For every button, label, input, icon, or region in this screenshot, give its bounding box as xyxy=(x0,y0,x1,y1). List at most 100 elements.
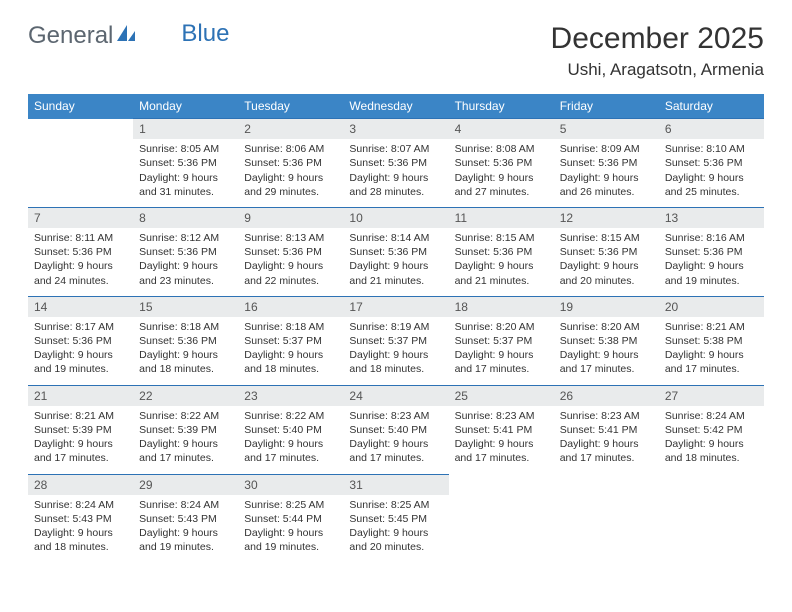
calendar-cell: 30Sunrise: 8:25 AMSunset: 5:44 PMDayligh… xyxy=(238,474,343,562)
daylight-line: Daylight: 9 hours and 19 minutes. xyxy=(244,526,337,554)
sunrise-line: Sunrise: 8:20 AM xyxy=(455,320,548,334)
calendar-cell: 16Sunrise: 8:18 AMSunset: 5:37 PMDayligh… xyxy=(238,296,343,385)
calendar-cell: 18Sunrise: 8:20 AMSunset: 5:37 PMDayligh… xyxy=(449,296,554,385)
sunset-line: Sunset: 5:36 PM xyxy=(244,156,337,170)
day-data: Sunrise: 8:23 AMSunset: 5:41 PMDaylight:… xyxy=(554,406,659,474)
day-data: Sunrise: 8:24 AMSunset: 5:43 PMDaylight:… xyxy=(133,495,238,563)
day-data: Sunrise: 8:23 AMSunset: 5:41 PMDaylight:… xyxy=(449,406,554,474)
daylight-line: Daylight: 9 hours and 29 minutes. xyxy=(244,171,337,199)
day-number: 21 xyxy=(28,386,133,406)
sunrise-line: Sunrise: 8:12 AM xyxy=(139,231,232,245)
day-number: 31 xyxy=(343,475,448,495)
calendar-cell: 25Sunrise: 8:23 AMSunset: 5:41 PMDayligh… xyxy=(449,385,554,474)
calendar-cell: 2Sunrise: 8:06 AMSunset: 5:36 PMDaylight… xyxy=(238,119,343,208)
calendar-cell xyxy=(659,474,764,562)
day-number: 1 xyxy=(133,119,238,139)
day-data: Sunrise: 8:09 AMSunset: 5:36 PMDaylight:… xyxy=(554,139,659,207)
day-data: Sunrise: 8:14 AMSunset: 5:36 PMDaylight:… xyxy=(343,228,448,296)
sunset-line: Sunset: 5:44 PM xyxy=(244,512,337,526)
calendar-cell: 27 Sunrise: 8:24 AMSunset: 5:42 PMDayligh… xyxy=(659,385,764,474)
sunset-line: Sunset: 5:36 PM xyxy=(349,245,442,259)
daylight-line: Daylight: 9 hours and 18 minutes. xyxy=(349,348,442,376)
sunrise-line: Sunrise: 8:05 AM xyxy=(139,142,232,156)
sunset-line: Sunset: 5:43 PM xyxy=(139,512,232,526)
sunset-line: Sunset: 5:37 PM xyxy=(455,334,548,348)
day-number: 7 xyxy=(28,208,133,228)
calendar-cell: 1Sunrise: 8:05 AMSunset: 5:36 PMDaylight… xyxy=(133,119,238,208)
sunset-line: Sunset: 5:36 PM xyxy=(455,245,548,259)
calendar-week-row: 14Sunrise: 8:17 AMSunset: 5:36 PMDayligh… xyxy=(28,296,764,385)
calendar-cell: 7Sunrise: 8:11 AMSunset: 5:36 PMDaylight… xyxy=(28,207,133,296)
calendar-cell: 31Sunrise: 8:25 AMSunset: 5:45 PMDayligh… xyxy=(343,474,448,562)
calendar-cell: 8Sunrise: 8:12 AMSunset: 5:36 PMDaylight… xyxy=(133,207,238,296)
calendar-cell: 6Sunrise: 8:10 AMSunset: 5:36 PMDaylight… xyxy=(659,119,764,208)
calendar-cell: 29Sunrise: 8:24 AMSunset: 5:43 PMDayligh… xyxy=(133,474,238,562)
daylight-line: Daylight: 9 hours and 22 minutes. xyxy=(244,259,337,287)
month-title: December 2025 xyxy=(551,22,764,56)
sunset-line: Sunset: 5:36 PM xyxy=(455,156,548,170)
sunrise-line: Sunrise: 8:23 AM xyxy=(560,409,653,423)
sunset-line: Sunset: 5:45 PM xyxy=(349,512,442,526)
weekday-header: Monday xyxy=(133,94,238,119)
daylight-line: Daylight: 9 hours and 17 minutes. xyxy=(244,437,337,465)
calendar-week-row: 7Sunrise: 8:11 AMSunset: 5:36 PMDaylight… xyxy=(28,207,764,296)
sunrise-line: Sunrise: 8:16 AM xyxy=(665,231,758,245)
sunset-line: Sunset: 5:36 PM xyxy=(34,245,127,259)
day-number: 11 xyxy=(449,208,554,228)
daylight-line: Daylight: 9 hours and 18 minutes. xyxy=(139,348,232,376)
sunset-line: Sunset: 5:36 PM xyxy=(139,334,232,348)
sunrise-line: Sunrise: 8:10 AM xyxy=(665,142,758,156)
day-number: 23 xyxy=(238,386,343,406)
calendar-cell xyxy=(449,474,554,562)
day-number: 2 xyxy=(238,119,343,139)
sunrise-line: Sunrise: 8:22 AM xyxy=(139,409,232,423)
day-number: 29 xyxy=(133,475,238,495)
sunset-line: Sunset: 5:36 PM xyxy=(139,245,232,259)
day-data: Sunrise: 8:15 AMSunset: 5:36 PMDaylight:… xyxy=(449,228,554,296)
sunset-line: Sunset: 5:43 PM xyxy=(34,512,127,526)
sunrise-line: Sunrise: 8:08 AM xyxy=(455,142,548,156)
day-data: Sunrise: 8:25 AMSunset: 5:44 PMDaylight:… xyxy=(238,495,343,563)
day-data: Sunrise: 8:06 AMSunset: 5:36 PMDaylight:… xyxy=(238,139,343,207)
sunrise-line: Sunrise: 8:18 AM xyxy=(139,320,232,334)
sunrise-line: Sunrise: 8:18 AM xyxy=(244,320,337,334)
sunrise-line: Sunrise: 8:11 AM xyxy=(34,231,127,245)
sunrise-line: Sunrise: 8:21 AM xyxy=(665,320,758,334)
sunset-line: Sunset: 5:42 PM xyxy=(665,423,758,437)
header: General Blue December 2025 Ushi, Aragats… xyxy=(28,22,764,80)
daylight-line: Daylight: 9 hours and 19 minutes. xyxy=(665,259,758,287)
calendar-cell: 12Sunrise: 8:15 AMSunset: 5:36 PMDayligh… xyxy=(554,207,659,296)
daylight-line: Daylight: 9 hours and 17 minutes. xyxy=(349,437,442,465)
sunset-line: Sunset: 5:39 PM xyxy=(139,423,232,437)
sunset-line: Sunset: 5:36 PM xyxy=(665,245,758,259)
day-data: Sunrise: 8:22 AMSunset: 5:39 PMDaylight:… xyxy=(133,406,238,474)
sunset-line: Sunset: 5:36 PM xyxy=(560,245,653,259)
day-data: Sunrise: 8:19 AMSunset: 5:37 PMDaylight:… xyxy=(343,317,448,385)
weekday-header-row: SundayMondayTuesdayWednesdayThursdayFrid… xyxy=(28,94,764,119)
brand-part1: General xyxy=(28,22,113,50)
sunset-line: Sunset: 5:38 PM xyxy=(560,334,653,348)
daylight-line: Daylight: 9 hours and 21 minutes. xyxy=(349,259,442,287)
sunrise-line: Sunrise: 8:24 AM xyxy=(665,409,758,423)
sunrise-line: Sunrise: 8:23 AM xyxy=(455,409,548,423)
sunrise-line: Sunrise: 8:07 AM xyxy=(349,142,442,156)
sunrise-line: Sunrise: 8:21 AM xyxy=(34,409,127,423)
calendar-cell: 4Sunrise: 8:08 AMSunset: 5:36 PMDaylight… xyxy=(449,119,554,208)
calendar-cell xyxy=(28,119,133,208)
daylight-line: Daylight: 9 hours and 18 minutes. xyxy=(665,437,758,465)
calendar-cell: 19Sunrise: 8:20 AMSunset: 5:38 PMDayligh… xyxy=(554,296,659,385)
brand-logo: General Blue xyxy=(28,22,229,50)
calendar-cell: 24Sunrise: 8:23 AMSunset: 5:40 PMDayligh… xyxy=(343,385,448,474)
weekday-header: Sunday xyxy=(28,94,133,119)
sunset-line: Sunset: 5:37 PM xyxy=(349,334,442,348)
day-data: Sunrise: 8:23 AMSunset: 5:40 PMDaylight:… xyxy=(343,406,448,474)
daylight-line: Daylight: 9 hours and 17 minutes. xyxy=(560,437,653,465)
day-data: Sunrise: 8:05 AMSunset: 5:36 PMDaylight:… xyxy=(133,139,238,207)
daylight-line: Daylight: 9 hours and 28 minutes. xyxy=(349,171,442,199)
day-number: 14 xyxy=(28,297,133,317)
day-number: 27 xyxy=(659,386,764,406)
day-number: 19 xyxy=(554,297,659,317)
day-number: 10 xyxy=(343,208,448,228)
day-number: 18 xyxy=(449,297,554,317)
day-number: 15 xyxy=(133,297,238,317)
